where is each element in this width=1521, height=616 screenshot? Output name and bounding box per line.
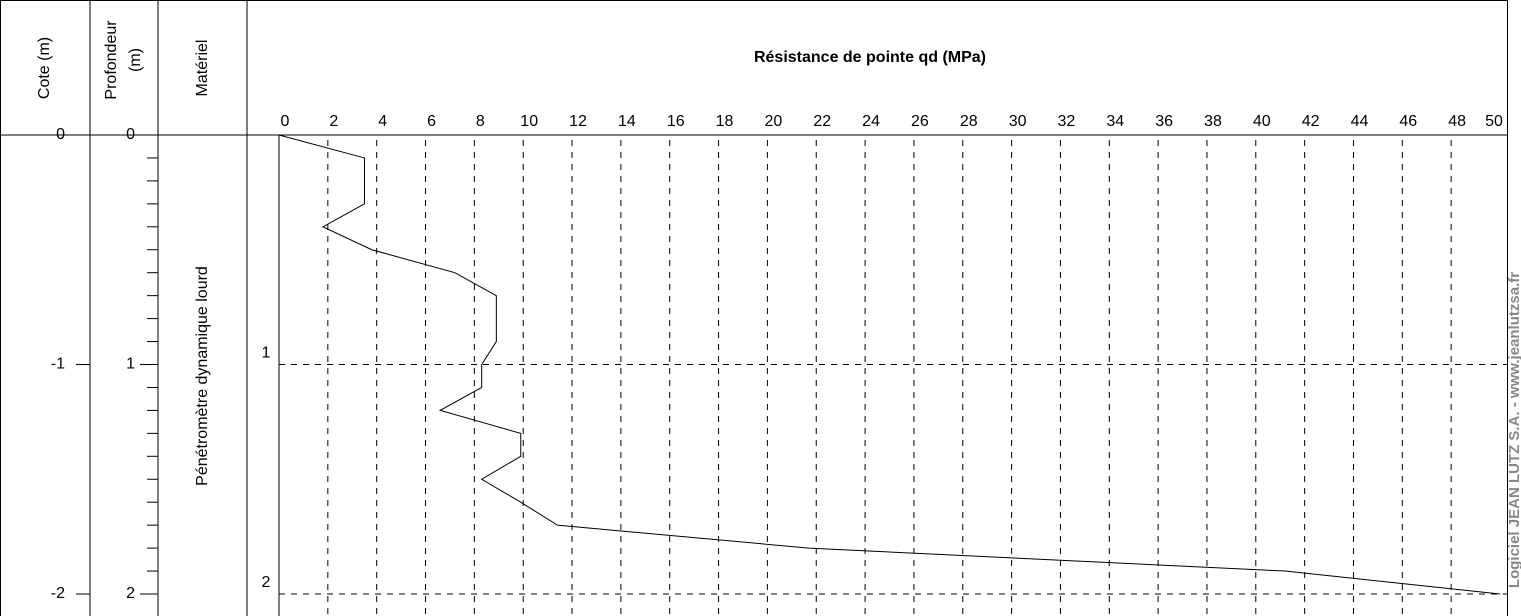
x-tick-label: 38 [1204,113,1222,130]
x-tick-label: 34 [1106,113,1124,130]
watermark: Logiciel JEAN LUTZ S.A. - www.jeanlutzsa… [1506,272,1521,588]
x-tick-label: 46 [1399,113,1417,130]
x-tick-label: 40 [1253,113,1271,130]
layer-label: 2 [262,574,271,591]
header: Matériel [194,40,211,97]
x-tick-label: 12 [569,113,587,130]
header: Profondeur [103,20,120,100]
x-tick-label: 44 [1351,113,1369,130]
x-tick-label: 48 [1448,113,1466,130]
x-tick-label: 4 [378,113,387,130]
x-tick-label: 32 [1058,113,1076,130]
x-tick-label: 10 [520,113,538,130]
x-tick-label: 14 [618,113,636,130]
header: Cote (m) [36,37,53,99]
x-tick-label: 20 [765,113,783,130]
chart-title: Résistance de pointe qd (MPa) [754,49,986,66]
x-tick-label: 28 [960,113,978,130]
x-tick-label: 26 [911,113,929,130]
x-tick-label: 22 [813,113,831,130]
x-tick-label: 18 [716,113,734,130]
x-tick-label: 42 [1302,113,1320,130]
x-tick-label: 8 [476,113,485,130]
x-tick-label: 6 [427,113,436,130]
x-tick-label: 2 [329,113,338,130]
profile-line [278,134,1501,595]
cote-tick-label: 0 [56,126,65,143]
y-tick-label: 1 [126,356,135,373]
x-tick-label: 16 [667,113,685,130]
y-tick-label: 2 [126,585,135,602]
layer-label: 1 [262,345,271,362]
x-tick-label: 50 [1485,113,1503,130]
x-tick-label: 0 [281,113,290,130]
cote-tick-label: -1 [51,356,65,373]
x-tick-label: 24 [862,113,880,130]
x-tick-label: 36 [1155,113,1173,130]
header: (m) [127,48,144,72]
y-tick-label: 0 [126,126,135,143]
x-tick-label: 30 [1009,113,1027,130]
cote-tick-label: -2 [51,585,65,602]
material-label: Pénétromètre dynamique lourd [194,266,211,486]
